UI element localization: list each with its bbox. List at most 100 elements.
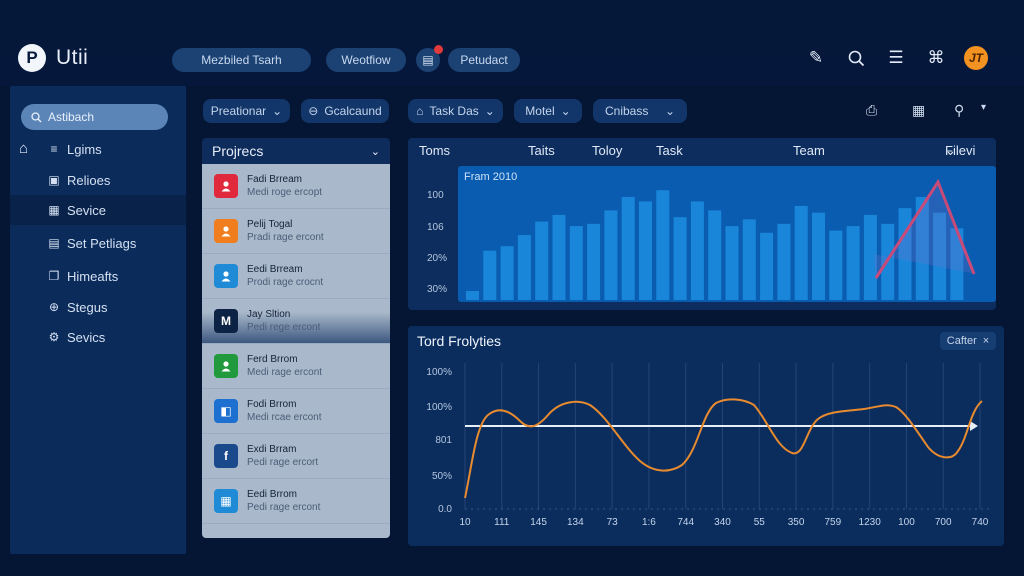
svg-text:350: 350 — [788, 517, 805, 528]
list-item[interactable]: Eedi Brream Prodi rage crocnt — [202, 254, 390, 299]
bar[interactable] — [898, 208, 912, 300]
bar[interactable] — [517, 235, 531, 300]
sidebar-item-himeafts[interactable]: ❐ Himeafts — [10, 261, 186, 291]
grid-icon: ▦ — [48, 203, 60, 217]
bar[interactable] — [569, 226, 583, 300]
bar[interactable] — [604, 210, 618, 300]
bar[interactable] — [621, 196, 635, 300]
list-item[interactable]: M Jay Sltion Pedi rege ercont — [202, 299, 390, 344]
list-item[interactable]: Fadi Brream Medi roge ercopt — [202, 164, 390, 209]
list-item[interactable]: ◧ Fodi Brrom Medi rcae ercont — [202, 389, 390, 434]
svg-text:55: 55 — [754, 517, 766, 528]
nav-pill-1[interactable]: Mezbiled Tsarh — [172, 48, 311, 72]
trend-line — [464, 398, 983, 499]
bar[interactable] — [673, 217, 687, 300]
bar[interactable] — [846, 226, 860, 300]
bar[interactable] — [760, 232, 774, 300]
bar[interactable] — [483, 250, 497, 300]
sidebar-item-stegus[interactable]: ⊕ Stegus — [10, 292, 186, 322]
tab-toms[interactable]: Toms — [419, 143, 451, 158]
bar[interactable] — [742, 219, 756, 300]
avatar[interactable]: JT — [964, 46, 988, 70]
bar[interactable] — [812, 212, 825, 300]
line-chart-title: Tord Frolyties — [417, 333, 502, 349]
bar[interactable] — [587, 223, 601, 300]
projects-header[interactable]: Projrecs ⌄ — [202, 138, 390, 164]
puzzle-icon[interactable]: ⌘ — [927, 48, 945, 67]
bar[interactable] — [915, 196, 929, 300]
project-subtitle: Medi roge ercopt — [247, 187, 323, 198]
nav-pill-3[interactable]: Petudact — [448, 48, 520, 72]
filter-motel[interactable]: Motel ⌄ — [514, 99, 582, 123]
list-icon[interactable]: ☰ — [888, 48, 904, 67]
projects-title: Projrecs — [212, 143, 264, 159]
y-tick: 100 — [427, 190, 444, 201]
sidebar-item-label: Himeafts — [67, 268, 119, 284]
sidebar-item-set-petliags[interactable]: ▤ Set Petliags — [10, 228, 186, 258]
sidebar-item-label: Set Petliags — [67, 235, 137, 251]
search-icon[interactable] — [844, 46, 868, 70]
image-gallery-icon: ▣ — [48, 173, 60, 187]
tab-taits[interactable]: Taits — [528, 143, 555, 158]
sidebar — [10, 86, 186, 554]
close-icon[interactable]: × — [982, 335, 990, 347]
globe-icon: ⊕ — [48, 300, 60, 314]
bar[interactable] — [639, 201, 652, 300]
project-name: Jay Sltion — [247, 309, 291, 320]
sidebar-item-label: Sevics — [67, 329, 106, 345]
list-item[interactable]: Ferd Brrom Medi rage ercont — [202, 344, 390, 389]
notification-button[interactable]: ▤ — [416, 45, 443, 72]
bar[interactable] — [690, 201, 704, 300]
bar[interactable] — [725, 226, 739, 300]
filter-cnibass[interactable]: Cnibass ⌄ — [593, 99, 687, 123]
brand[interactable]: P Utii — [18, 44, 88, 72]
pen-icon[interactable]: ✎ — [808, 48, 824, 67]
filter-task-das[interactable]: ⌂ Task Das ⌄ — [408, 99, 503, 123]
bar[interactable] — [863, 214, 877, 300]
filter-icon[interactable]: ▾ — [981, 102, 987, 113]
sidebar-item-label: Sevice — [67, 202, 107, 218]
y-tick: 106 — [427, 222, 444, 233]
bar[interactable] — [794, 205, 808, 300]
sidebar-item-relioes[interactable]: ▣ Relioes — [10, 165, 186, 195]
list-item[interactable]: f Exdi Brram Pedi rage ercort — [202, 434, 390, 479]
filter-label: Task Das — [429, 104, 479, 118]
bar[interactable] — [656, 190, 670, 300]
bar[interactable] — [500, 246, 514, 300]
bar[interactable] — [829, 230, 843, 300]
svg-text:740: 740 — [972, 517, 989, 528]
tab-toloy[interactable]: Toloy — [592, 143, 623, 158]
list-item[interactable]: Pelij Togal Pradi rage ercont — [202, 209, 390, 254]
calendar-icon[interactable]: ▦ — [912, 102, 926, 118]
tab-task[interactable]: Task — [656, 143, 683, 158]
sidebar-item-sevice[interactable]: ▦ Sevice — [10, 195, 186, 225]
projects-list: Fadi Brream Medi roge ercopt Pelij Togal P… — [202, 164, 390, 538]
add-user-icon[interactable]: ⚲ — [954, 102, 965, 118]
chevron-down-icon[interactable]: ⌄ — [370, 145, 380, 158]
filter-preationar[interactable]: Preationar ⌄ — [203, 99, 290, 123]
save-icon[interactable]: ⎙ — [866, 102, 878, 118]
chevron-down-icon: ⌄ — [945, 143, 956, 158]
bar[interactable] — [777, 223, 791, 300]
filter-gcalcaund[interactable]: ⊖ Gcalcaund — [301, 99, 389, 123]
project-name: Fodi Brrom — [247, 399, 297, 410]
home-icon[interactable]: ⌂ — [19, 140, 29, 157]
bar[interactable] — [552, 214, 566, 300]
project-subtitle: Pradi rage ercont — [247, 232, 324, 243]
bar[interactable] — [535, 221, 549, 300]
list-item[interactable]: ▦ Eedi Brrom Pedi rage ercont — [202, 479, 390, 524]
bar[interactable] — [933, 212, 947, 300]
project-icon — [214, 219, 238, 243]
sidebar-search-input[interactable]: Astibach — [21, 104, 168, 130]
project-icon — [214, 354, 238, 378]
tab-team[interactable]: Team — [793, 143, 825, 158]
project-icon: ▦ — [214, 489, 238, 513]
bar[interactable] — [708, 210, 722, 300]
nav-pill-2[interactable]: Weotfiow — [326, 48, 406, 72]
bar[interactable] — [950, 228, 964, 300]
bar[interactable] — [466, 291, 479, 300]
sidebar-item-lgims[interactable]: ≡ Lgims — [10, 134, 186, 164]
y-tick: 20% — [427, 253, 448, 264]
sidebar-item-sevics[interactable]: ⚙ Sevics — [10, 322, 186, 352]
line-filter-chip[interactable]: Cafter × — [940, 332, 996, 350]
